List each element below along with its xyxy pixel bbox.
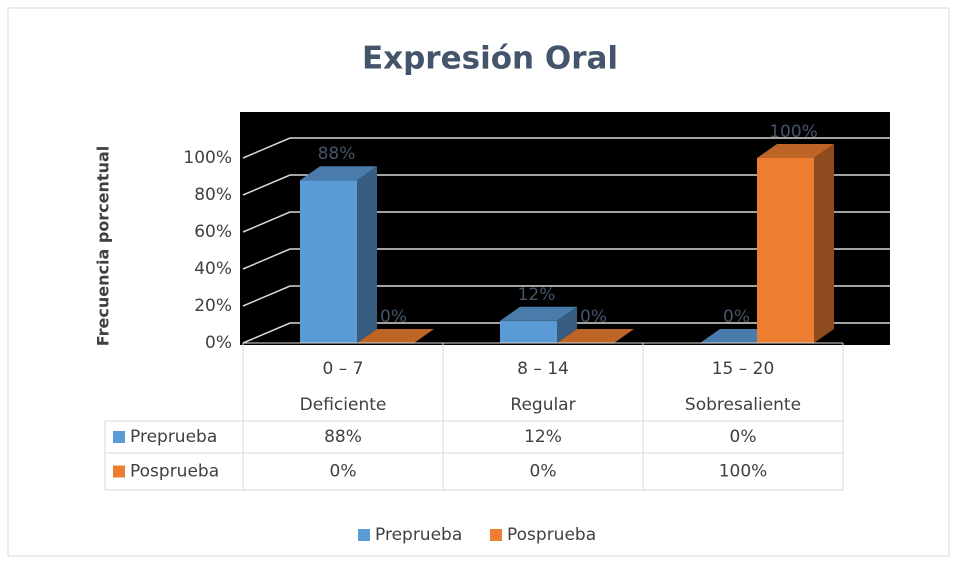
table-cell: 0% xyxy=(530,462,557,482)
data-label: 0% xyxy=(723,307,750,327)
grid-line xyxy=(242,174,890,196)
x-tick-label: Regular xyxy=(510,395,575,415)
legend-key xyxy=(358,529,370,541)
bar xyxy=(757,144,834,343)
x-tick-label: 0 – 7 xyxy=(323,359,364,379)
data-label: 0% xyxy=(580,307,607,327)
bar xyxy=(500,306,577,343)
bar xyxy=(357,329,434,343)
legend-label: Posprueba xyxy=(507,525,596,545)
bar-face xyxy=(557,306,577,343)
data-label: 12% xyxy=(518,285,556,305)
table-cell: 0% xyxy=(330,462,357,482)
legend-label: Preprueba xyxy=(375,525,462,545)
table-cell: 100% xyxy=(719,462,768,482)
y-axis-label: Frecuencia porcentual xyxy=(94,146,113,346)
bar-face xyxy=(814,144,834,343)
y-tick-label: 100% xyxy=(183,148,232,168)
x-tick-label: Deficiente xyxy=(300,395,387,415)
table-cell: 12% xyxy=(524,427,562,447)
data-label: 100% xyxy=(769,122,818,142)
bar-face xyxy=(500,306,577,321)
x-tick-label: 8 – 14 xyxy=(517,359,569,379)
bar xyxy=(300,166,377,343)
legend-key xyxy=(113,465,125,478)
chart-title: Expresión Oral xyxy=(362,41,618,77)
table-row-label: Posprueba xyxy=(130,462,219,482)
y-tick-label: 60% xyxy=(194,222,232,242)
table-cell: 0% xyxy=(730,427,757,447)
x-tick-label: 15 – 20 xyxy=(712,359,775,379)
bar-face xyxy=(500,320,557,343)
grid-line xyxy=(242,211,890,233)
data-label: 0% xyxy=(380,307,407,327)
x-tick-label: Sobresaliente xyxy=(685,395,801,415)
bar-face xyxy=(357,329,434,343)
y-tick-label: 40% xyxy=(194,259,232,279)
table-cell: 88% xyxy=(324,427,362,447)
bar-face xyxy=(300,166,377,181)
grid-line xyxy=(242,137,890,159)
y-tick-label: 80% xyxy=(194,185,232,205)
bar-face xyxy=(757,144,834,158)
data-label: 88% xyxy=(318,144,356,164)
grid-line xyxy=(242,285,890,307)
bar-face xyxy=(557,329,634,343)
bar-face xyxy=(357,166,377,343)
grid-line xyxy=(242,322,890,344)
bar-face xyxy=(300,180,357,343)
y-tick-label: 20% xyxy=(194,296,232,316)
legend-key xyxy=(490,529,502,541)
y-tick-label: 0% xyxy=(205,333,232,353)
table-row-label: Preprueba xyxy=(130,427,217,447)
bar xyxy=(557,329,634,343)
bar-face xyxy=(757,158,814,343)
legend-key xyxy=(113,431,125,443)
grid-line xyxy=(242,248,890,270)
